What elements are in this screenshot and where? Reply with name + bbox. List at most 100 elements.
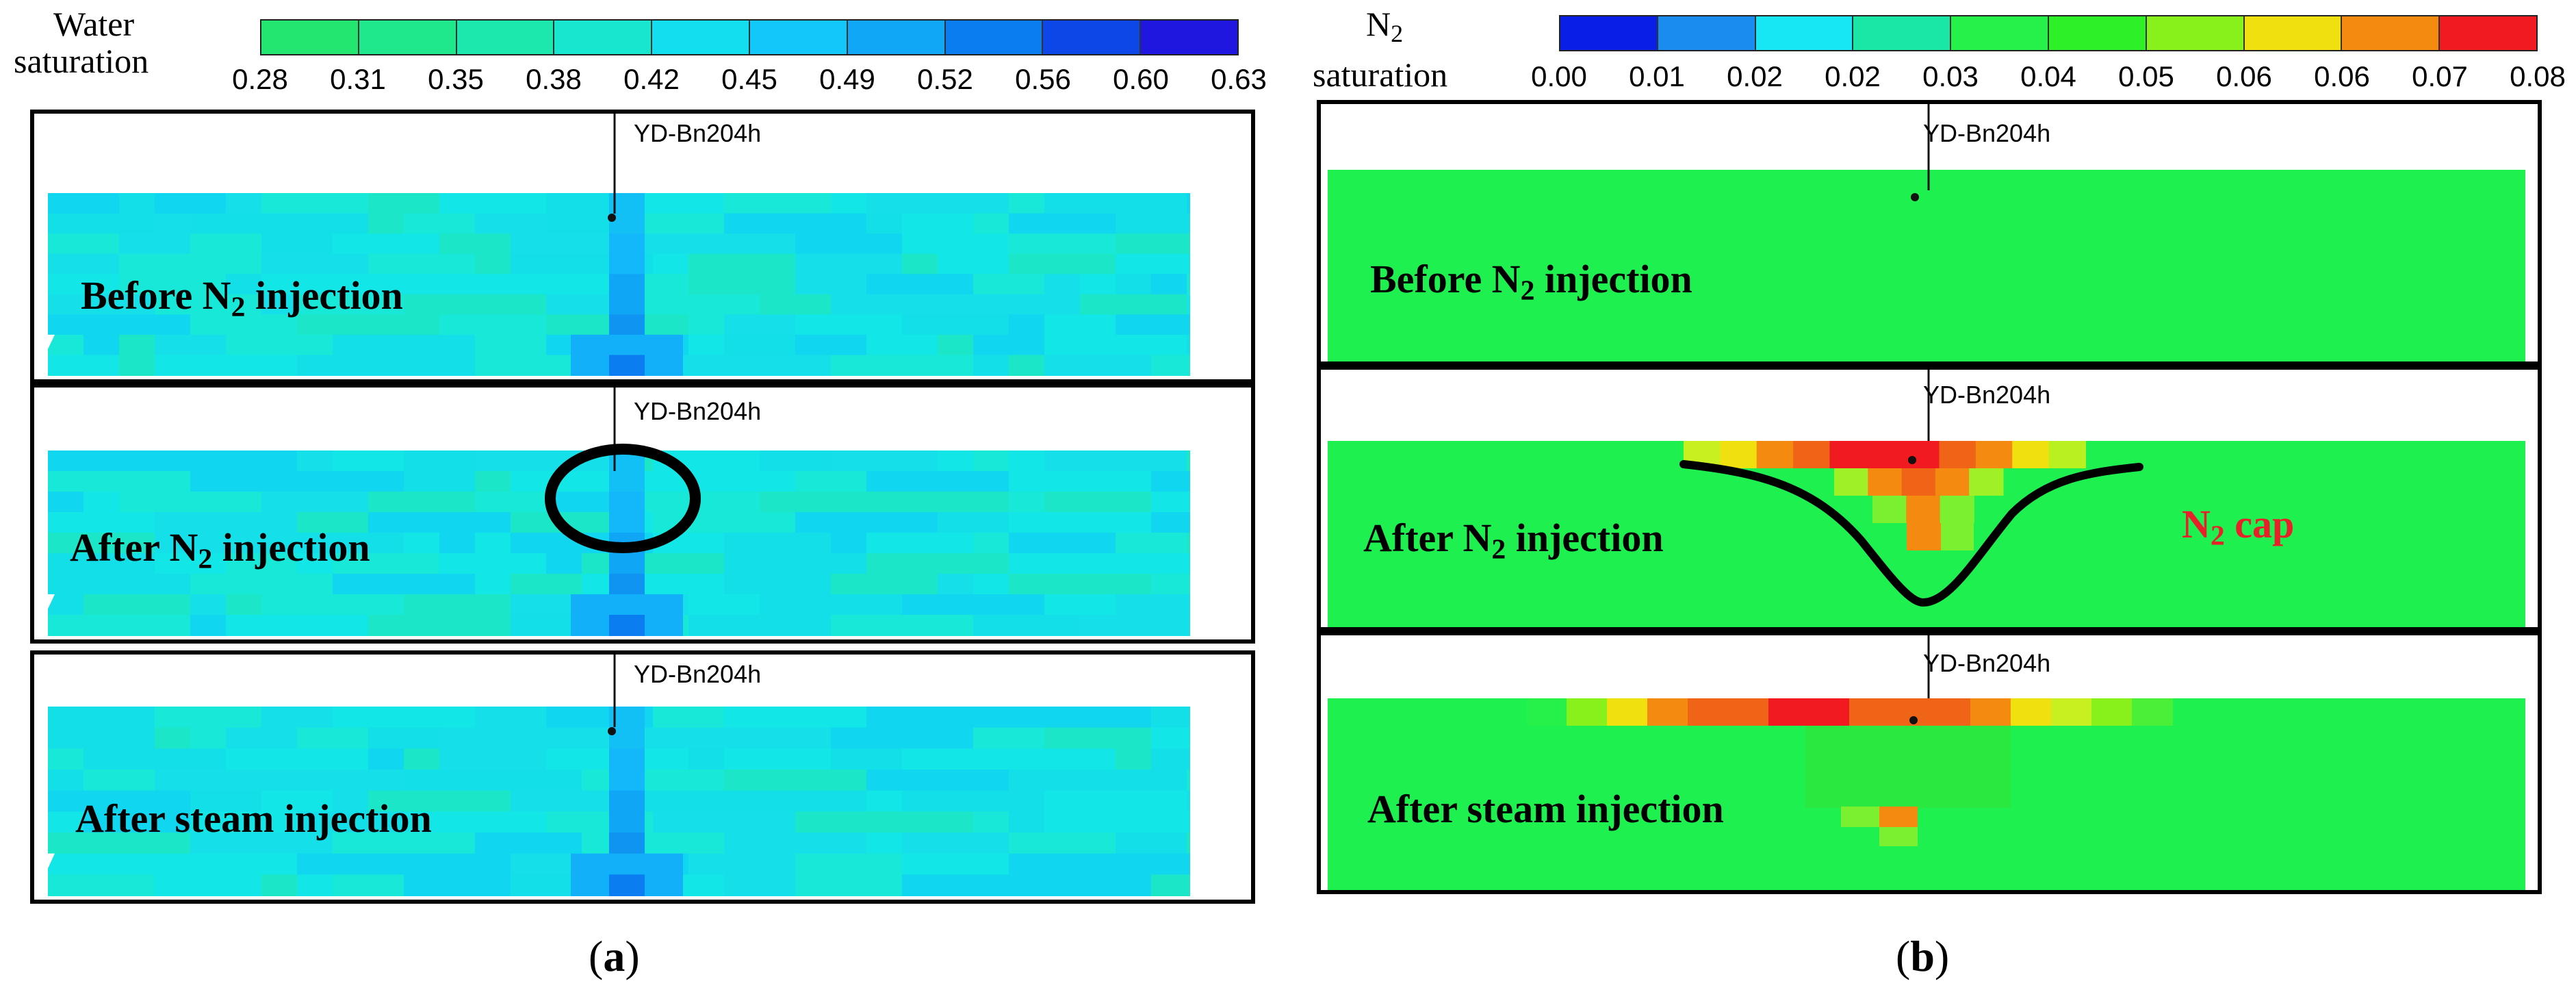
grid-cell xyxy=(902,492,1009,513)
panel-b-after-n2-frame: YD-Bn204h After N2 injection N2 cap xyxy=(1317,366,2542,631)
grid-cell xyxy=(795,253,903,275)
grid-cell xyxy=(609,615,645,636)
well-column-cell xyxy=(609,790,645,813)
label-sub: 2 xyxy=(231,291,246,323)
water-saturation-tick-label: 0.42 xyxy=(623,63,680,95)
label-sub: 2 xyxy=(1520,275,1535,307)
grid-cell xyxy=(973,811,1009,833)
grid-cell xyxy=(190,574,333,595)
grid-cell xyxy=(155,355,298,376)
grid-cell xyxy=(1151,853,1190,876)
grid-cell xyxy=(866,274,974,295)
grid-cell xyxy=(582,574,725,595)
caption-close: ) xyxy=(1934,932,1950,980)
well-label: YD-Bn204h xyxy=(634,397,762,425)
grid-cell xyxy=(1116,213,1190,235)
grid-cell xyxy=(546,294,618,316)
grid-cell xyxy=(866,833,903,854)
label-text: Before N xyxy=(1370,257,1521,301)
grid-cell xyxy=(297,471,404,492)
water-saturation-tick-label: 0.52 xyxy=(917,63,973,95)
panel-label-before-n2: Before N2 injection xyxy=(81,272,403,323)
grid-cell xyxy=(119,233,191,255)
water-saturation-swatch xyxy=(652,21,750,54)
grid-cell xyxy=(609,355,645,376)
grid-cell xyxy=(83,811,191,833)
grid-cell xyxy=(902,213,974,235)
grid-cell xyxy=(1187,833,1190,854)
grid-cell xyxy=(795,853,903,876)
n2-saturation-tick-label: 0.00 xyxy=(1531,60,1587,92)
grid-cell xyxy=(546,213,618,235)
n2-saturation-tick-label: 0.05 xyxy=(2118,60,2174,92)
grid-cell xyxy=(404,274,440,295)
grid-cell xyxy=(973,213,1009,235)
label-text: After steam injection xyxy=(75,796,432,841)
grid-cell xyxy=(831,533,867,554)
grid-cell xyxy=(1080,294,1187,316)
grid-cell xyxy=(155,213,191,235)
label-text: After N xyxy=(70,525,198,570)
grid-cell xyxy=(1080,274,1116,295)
grid-cell xyxy=(688,253,796,275)
grid-cell xyxy=(368,253,476,275)
n2-cap-cell xyxy=(1834,468,1869,496)
label-text: After N xyxy=(1363,516,1492,560)
well-marker xyxy=(608,727,616,735)
grid-cell xyxy=(866,553,1009,574)
grid-cell xyxy=(190,615,227,636)
grid-cell xyxy=(1009,533,1081,554)
well-column-cell xyxy=(609,553,645,574)
grid-cell xyxy=(48,213,155,235)
water-saturation-map-after-steam xyxy=(34,655,1190,898)
grid-cell xyxy=(48,811,84,833)
grid-cell xyxy=(190,471,298,492)
grid-cell xyxy=(546,770,582,791)
grid-cell xyxy=(724,574,832,595)
grid-cell xyxy=(155,533,298,554)
n2-cap-cell xyxy=(1935,468,1970,496)
n2-saturation-swatch xyxy=(1560,16,1658,50)
water-saturation-tick-label: 0.49 xyxy=(819,63,875,95)
model-boundary xyxy=(34,334,55,378)
grid-cell xyxy=(333,790,369,813)
grid-cell xyxy=(688,274,725,295)
grid-cell xyxy=(1009,811,1045,833)
highlight-circle xyxy=(545,444,701,553)
n2-saturation-colorbar xyxy=(1559,15,2538,51)
grid-cell xyxy=(155,874,262,896)
grid-cell xyxy=(1151,707,1190,728)
grid-cell xyxy=(261,492,369,513)
grid-cell xyxy=(226,193,262,214)
grid-cell xyxy=(973,574,1009,595)
grid-cell xyxy=(297,314,440,335)
n2-cap-cell xyxy=(1941,523,1974,550)
caption-close: ) xyxy=(625,932,640,980)
grid-cell xyxy=(795,512,938,533)
panel-a-after-n2-frame: YD-Bn204h After N2 injection xyxy=(30,383,1255,644)
grid-cell xyxy=(261,233,333,255)
grid-cell xyxy=(190,314,298,335)
n2-saturation-swatch xyxy=(2440,16,2536,50)
grid-cell xyxy=(1009,770,1081,791)
water-saturation-swatch xyxy=(359,21,457,54)
grid-cell xyxy=(226,748,333,770)
grid-cell xyxy=(368,193,440,214)
caption-b: (b) xyxy=(1896,931,1949,982)
water-saturation-tick-label: 0.60 xyxy=(1113,63,1169,95)
n2-cap-cell xyxy=(1829,441,1867,468)
well-label: YD-Bn204h xyxy=(1923,119,2051,147)
grid-cell xyxy=(724,213,867,235)
grid-cell xyxy=(831,748,903,770)
water-saturation-swatch xyxy=(1043,21,1142,54)
grid-cell xyxy=(333,833,476,854)
grid-cell xyxy=(190,853,298,876)
grid-cell xyxy=(155,253,262,275)
well-column-cell xyxy=(609,233,645,255)
grid-cell xyxy=(439,553,547,574)
grid-cell xyxy=(724,833,867,854)
grid-cell xyxy=(1116,553,1190,574)
grid-cell xyxy=(511,874,582,896)
grid-cell xyxy=(1116,492,1152,513)
grid-cell xyxy=(866,874,903,896)
